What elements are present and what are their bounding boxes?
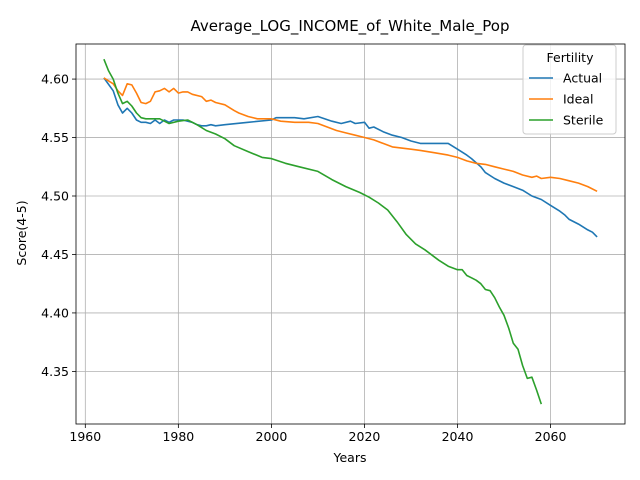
x-tick-label: 2040 [442, 429, 474, 444]
chart-title: Average_LOG_INCOME_of_White_Male_Pop [190, 17, 509, 36]
legend-title: Fertility [547, 50, 595, 65]
legend-box [522, 44, 617, 135]
y-tick-label: 4.35 [41, 364, 69, 379]
y-tick-label: 4.45 [41, 247, 69, 262]
y-tick-label: 4.40 [41, 305, 69, 320]
y-tick-label: 4.60 [41, 72, 69, 87]
series-line-sterile [103, 58, 543, 405]
series-line-actual [103, 77, 598, 238]
x-axis: 1960 1980 2000 2020 2040 2060 [69, 424, 567, 444]
y-axis-label: Score(4-5) [14, 200, 29, 265]
plot-frame [75, 43, 626, 425]
plot-lines [103, 58, 598, 405]
legend: Fertility Actual Ideal Sterile [522, 44, 617, 135]
y-tick-label: 4.50 [41, 189, 69, 204]
legend-label-actual: Actual [563, 71, 602, 86]
x-tick-label: 2000 [256, 429, 288, 444]
x-tick-label: 2020 [349, 429, 381, 444]
series-line-ideal [103, 77, 598, 193]
legend-label-ideal: Ideal [563, 92, 593, 107]
legend-label-sterile: Sterile [563, 113, 604, 128]
y-axis: 4.35 4.40 4.45 4.50 4.55 4.60 [41, 72, 76, 379]
x-tick-label: 2060 [535, 429, 567, 444]
x-axis-label: Years [333, 450, 367, 465]
x-tick-label: 1960 [69, 429, 101, 444]
y-tick-label: 4.55 [41, 130, 69, 145]
x-tick-label: 1980 [162, 429, 194, 444]
